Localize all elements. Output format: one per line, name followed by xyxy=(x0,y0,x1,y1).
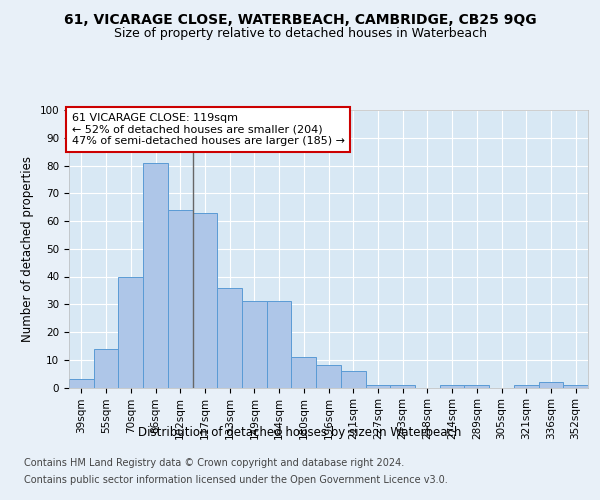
Bar xyxy=(143,162,168,388)
Bar xyxy=(217,288,242,388)
Bar xyxy=(316,366,341,388)
Text: Contains public sector information licensed under the Open Government Licence v3: Contains public sector information licen… xyxy=(24,475,448,485)
Bar xyxy=(118,276,143,388)
Bar xyxy=(440,384,464,388)
Bar xyxy=(69,379,94,388)
Bar xyxy=(267,302,292,388)
Bar xyxy=(292,357,316,388)
Bar xyxy=(341,371,365,388)
Bar xyxy=(193,212,217,388)
Text: 61 VICARAGE CLOSE: 119sqm
← 52% of detached houses are smaller (204)
47% of semi: 61 VICARAGE CLOSE: 119sqm ← 52% of detac… xyxy=(71,113,344,146)
Text: Size of property relative to detached houses in Waterbeach: Size of property relative to detached ho… xyxy=(113,28,487,40)
Bar xyxy=(390,384,415,388)
Text: Distribution of detached houses by size in Waterbeach: Distribution of detached houses by size … xyxy=(139,426,461,439)
Text: 61, VICARAGE CLOSE, WATERBEACH, CAMBRIDGE, CB25 9QG: 61, VICARAGE CLOSE, WATERBEACH, CAMBRIDG… xyxy=(64,12,536,26)
Bar xyxy=(168,210,193,388)
Bar xyxy=(94,348,118,388)
Bar xyxy=(514,384,539,388)
Bar xyxy=(464,384,489,388)
Bar xyxy=(539,382,563,388)
Bar xyxy=(365,384,390,388)
Bar xyxy=(242,302,267,388)
Bar xyxy=(563,384,588,388)
Y-axis label: Number of detached properties: Number of detached properties xyxy=(21,156,34,342)
Text: Contains HM Land Registry data © Crown copyright and database right 2024.: Contains HM Land Registry data © Crown c… xyxy=(24,458,404,468)
